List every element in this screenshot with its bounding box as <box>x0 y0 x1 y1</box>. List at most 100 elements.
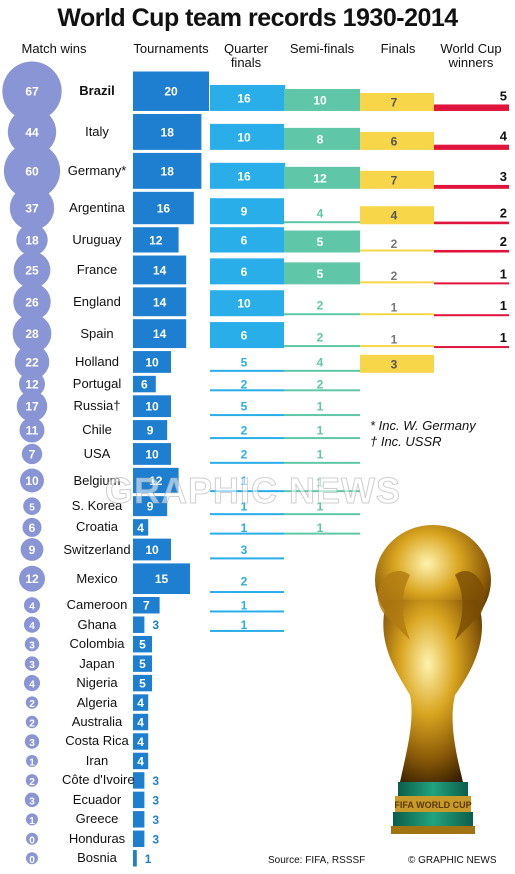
match-wins-circle-mexico <box>19 565 45 592</box>
country-name-australia: Australia <box>71 714 123 730</box>
quarter-finals-label-italy: 10 <box>237 130 251 144</box>
match-wins-circle-portugal <box>19 371 45 398</box>
match-wins-label-switzerland: 9 <box>29 543 36 557</box>
semi-finals-line-holland <box>284 369 360 372</box>
tournaments-label-ghana: 3 <box>152 618 159 632</box>
semi-finals-bar-germany <box>284 166 360 189</box>
quarter-finals-label-croatia: 1 <box>241 521 248 535</box>
match-wins-circle-holland <box>14 344 50 380</box>
match-wins-label-algeria: 2 <box>29 699 35 710</box>
match-wins-circle-c-te-d-ivoire <box>25 774 39 787</box>
tournaments-bar-croatia <box>133 519 149 536</box>
match-wins-label-bosnia: 0 <box>29 855 35 866</box>
match-wins-label-italy: 44 <box>25 125 39 139</box>
country-name-nigeria: Nigeria <box>76 675 118 691</box>
winners-bar-germany <box>434 184 509 189</box>
match-wins-circle-nigeria <box>23 675 41 692</box>
tournaments-label-brazil: 20 <box>164 85 178 99</box>
country-name-germany: Germany* <box>67 162 127 178</box>
header-winners: World Cup winners <box>440 41 502 70</box>
match-wins-label-holland: 22 <box>25 355 39 369</box>
winners-bar-brazil <box>434 104 509 111</box>
match-wins-label-costa-rica: 3 <box>29 738 35 749</box>
semi-finals-label-portugal: 2 <box>317 378 324 392</box>
match-wins-circle-s-korea <box>23 497 41 515</box>
tournaments-bar-colombia <box>133 635 152 653</box>
semi-finals-line-chile <box>284 437 360 440</box>
quarter-finals-label-portugal: 2 <box>241 378 248 392</box>
quarter-finals-line-chile <box>210 437 284 440</box>
match-wins-circle-belgium <box>20 468 44 493</box>
match-wins-label-s-korea: 5 <box>29 503 35 514</box>
semi-finals-label-belgium: 1 <box>317 476 324 490</box>
semi-finals-bar-france <box>284 262 360 285</box>
country-name-usa: USA <box>83 445 111 461</box>
semi-finals-line-croatia <box>284 532 360 535</box>
semi-finals-bar-uruguay <box>284 230 360 253</box>
tournaments-label-chile: 9 <box>147 424 154 438</box>
finals-label-england: 1 <box>391 301 398 315</box>
tournaments-bar-holland <box>133 351 171 373</box>
quarter-finals-label-france: 6 <box>241 265 248 279</box>
quarter-finals-line-belgium <box>210 490 284 493</box>
quarter-finals-line-russia <box>210 414 284 417</box>
match-wins-label-ghana: 4 <box>29 621 35 632</box>
tournaments-bar-uruguay <box>133 227 179 253</box>
trophy-figure-right <box>455 570 485 640</box>
tournaments-bar-honduras <box>133 830 145 848</box>
tournaments-label-bosnia: 1 <box>145 852 152 866</box>
winners-label-spain: 1 <box>500 330 507 345</box>
winners-bar-spain <box>434 346 509 349</box>
tournaments-bar-russia <box>133 395 171 418</box>
tournaments-bar-cameroon <box>133 597 160 614</box>
finals-label-uruguay: 2 <box>391 237 398 251</box>
tournaments-label-germany: 18 <box>161 164 175 178</box>
winners-bar-uruguay <box>434 249 509 253</box>
match-wins-circle-croatia <box>22 517 42 537</box>
tournaments-bar-brazil <box>133 71 209 111</box>
match-wins-label-iran: 1 <box>29 757 35 768</box>
tournaments-bar-iran <box>133 752 149 770</box>
winners-label-italy: 4 <box>500 129 508 144</box>
quarter-finals-line-s-korea <box>210 513 284 516</box>
match-wins-circle-england <box>13 283 51 321</box>
trophy-plate <box>395 796 471 812</box>
footnotes: * Inc. W. Germany † Inc. USSR <box>370 418 476 450</box>
country-name-ecuador: Ecuador <box>72 791 122 807</box>
watermark: GRAPHIC NEWS <box>104 470 402 512</box>
semi-finals-label-uruguay: 5 <box>317 235 324 249</box>
quarter-finals-label-s-korea: 1 <box>241 500 248 514</box>
match-wins-circle-honduras <box>26 832 38 845</box>
quarter-finals-line-croatia <box>210 532 284 535</box>
tournaments-bar-australia <box>133 713 149 731</box>
finals-label-brazil: 7 <box>391 95 398 109</box>
match-wins-label-greece: 1 <box>29 816 35 827</box>
tournaments-bar-switzerland <box>133 538 171 561</box>
match-wins-label-ecuador: 3 <box>29 796 35 807</box>
footnote-russia: † Inc. USSR <box>370 434 442 449</box>
match-wins-circle-greece <box>26 813 38 826</box>
tournaments-label-algeria: 4 <box>137 696 144 710</box>
finals-line-england <box>360 313 434 316</box>
header-finals: Finals <box>380 41 416 56</box>
tournaments-label-uruguay: 12 <box>149 233 163 247</box>
tournaments-bar-nigeria <box>133 674 152 692</box>
match-wins-circle-germany <box>3 142 61 199</box>
finals-label-spain: 1 <box>391 333 398 347</box>
quarter-finals-label-holland: 5 <box>241 355 248 369</box>
country-name-switzerland: Switzerland <box>63 541 131 557</box>
quarter-finals-bar-spain <box>210 322 284 349</box>
quarter-finals-bar-brazil <box>210 84 286 111</box>
finals-label-germany: 7 <box>391 173 398 187</box>
match-wins-label-c-te-d-ivoire: 2 <box>29 777 35 788</box>
country-name-brazil: Brazil <box>79 83 115 99</box>
quarter-finals-label-brazil: 16 <box>237 91 251 105</box>
quarter-finals-label-usa: 2 <box>241 447 248 461</box>
tournaments-label-italy: 18 <box>161 125 175 139</box>
tournaments-label-colombia: 5 <box>139 638 146 652</box>
match-wins-circle-chile <box>19 417 45 443</box>
match-wins-circle-cameroon <box>23 597 41 614</box>
semi-finals-label-brazil: 10 <box>313 93 327 107</box>
tournaments-label-belgium: 12 <box>149 474 163 488</box>
tournaments-bar-italy <box>133 113 202 150</box>
